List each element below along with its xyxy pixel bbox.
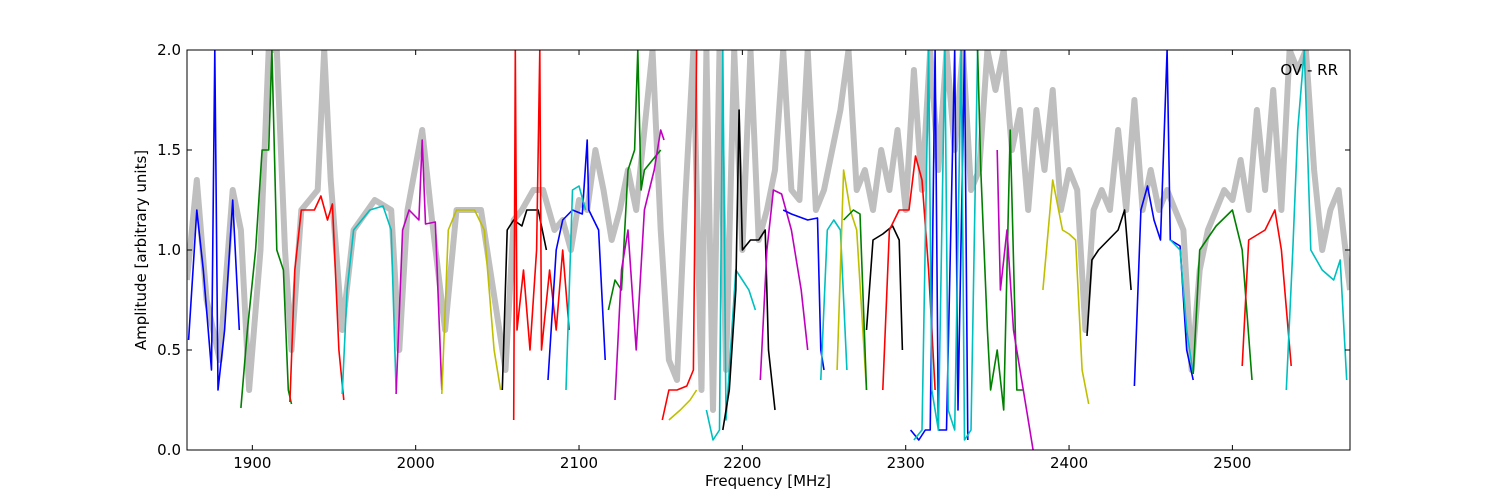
x-tick-label: 2000 bbox=[397, 454, 435, 472]
series-line-3 bbox=[341, 205, 397, 395]
series-line-13 bbox=[668, 389, 698, 421]
x-axis-label: Frequency [MHz] bbox=[705, 472, 831, 490]
series-line-26 bbox=[996, 149, 1034, 450]
series-line-10 bbox=[607, 50, 662, 311]
series-line-21 bbox=[865, 225, 904, 351]
series-line-24 bbox=[913, 50, 979, 441]
series-line-28 bbox=[1086, 209, 1132, 337]
annotation-label: OV - RR bbox=[1280, 61, 1338, 79]
series-line-25 bbox=[976, 50, 1024, 411]
series-line-0 bbox=[187, 50, 241, 391]
y-tick-label: 1.0 bbox=[157, 241, 181, 259]
series-line-33 bbox=[1285, 50, 1348, 391]
y-tick-label: 1.5 bbox=[157, 141, 181, 159]
series-line-15 bbox=[722, 109, 776, 431]
x-tick-label: 2100 bbox=[560, 454, 598, 472]
series-line-20 bbox=[843, 209, 868, 391]
x-tick-label: 2400 bbox=[1050, 454, 1088, 472]
series-line-8 bbox=[547, 139, 606, 381]
series-line-27 bbox=[1042, 179, 1090, 405]
series-line-16 bbox=[759, 189, 809, 381]
series-line-4 bbox=[395, 139, 443, 395]
series-line-7 bbox=[512, 50, 570, 421]
series-line-31 bbox=[1192, 209, 1253, 381]
plot-area bbox=[187, 50, 1350, 450]
series-line-14 bbox=[705, 50, 757, 441]
series-line-1 bbox=[240, 50, 293, 409]
y-tick-label: 0.0 bbox=[157, 441, 181, 459]
x-tick-label: 1900 bbox=[233, 454, 271, 472]
y-axis-label: Amplitude [arbitrary units] bbox=[132, 150, 150, 350]
series-line-32 bbox=[1241, 209, 1292, 367]
traces-layer bbox=[187, 50, 1350, 450]
x-tick-label: 2500 bbox=[1213, 454, 1251, 472]
series-line-9 bbox=[565, 185, 587, 391]
y-tick-label: 2.0 bbox=[157, 41, 181, 59]
series-line-22 bbox=[882, 155, 936, 391]
x-tick-label: 2200 bbox=[723, 454, 761, 472]
series-line-30 bbox=[1169, 239, 1194, 375]
series-line-19 bbox=[836, 169, 868, 391]
series-line-12 bbox=[661, 50, 698, 421]
series-line-5 bbox=[441, 209, 502, 395]
ticks-layer: 1900 2000 2100 2200 2300 2400 2500 0.0 0.5 1.0 1.5… bbox=[157, 41, 1350, 472]
series-line-18 bbox=[820, 219, 848, 381]
x-tick-label: 2300 bbox=[887, 454, 925, 472]
series-line-2 bbox=[289, 195, 345, 403]
series-line-11 bbox=[614, 129, 665, 401]
y-tick-label: 0.5 bbox=[157, 341, 181, 359]
series-line-6 bbox=[501, 209, 548, 391]
